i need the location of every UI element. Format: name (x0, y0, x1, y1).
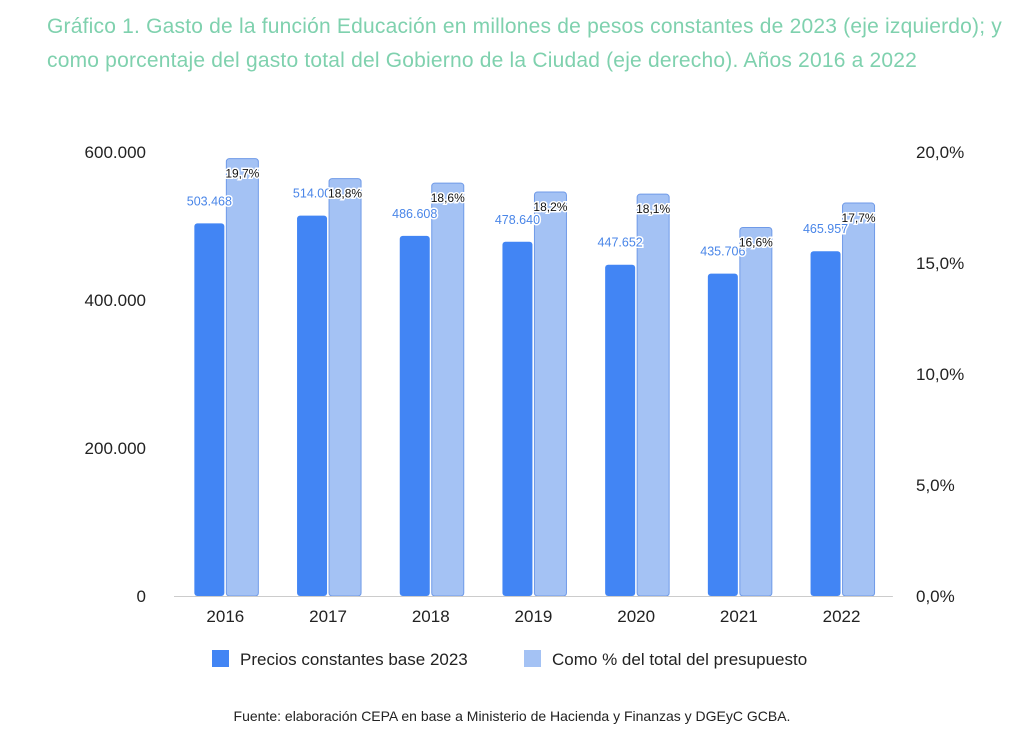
data-label-pct: 16,6% (739, 235, 773, 249)
bar-abs (810, 251, 841, 596)
data-label-pct: 17,7% (842, 211, 876, 225)
y-left-tick-label: 400.000 (85, 291, 146, 310)
y-right-tick-label: 20,0% (916, 143, 964, 162)
x-tick-label: 2022 (823, 607, 861, 626)
data-label-abs: 514.00 (293, 187, 331, 201)
y-left-tick-label: 600.000 (85, 143, 146, 162)
data-label-abs: 503.468 (187, 194, 232, 208)
legend-swatch-pct (524, 650, 541, 667)
x-tick-label: 2017 (309, 607, 347, 626)
data-label-pct: 18,8% (328, 187, 362, 201)
bar-abs (194, 223, 225, 596)
bar-abs (605, 264, 636, 596)
bar-abs (502, 241, 533, 596)
x-tick-label: 2020 (617, 607, 655, 626)
bar-abs (399, 235, 430, 596)
data-label-abs: 478.640 (495, 213, 540, 227)
bar-pct (225, 158, 259, 597)
data-label-abs: 486.608 (392, 207, 437, 221)
data-label-pct: 18,6% (431, 191, 465, 205)
bar-pct (533, 191, 567, 597)
source-note: Fuente: elaboración CEPA en base a Minis… (233, 708, 791, 724)
x-tick-label: 2021 (720, 607, 758, 626)
data-label-abs: 465.957 (803, 222, 848, 236)
bar-pct (842, 202, 876, 597)
y-left-tick-label: 0 (137, 587, 146, 606)
data-label-pct: 18,1% (636, 202, 670, 216)
y-right-tick-label: 15,0% (916, 254, 964, 273)
y-right-tick-label: 0,0% (916, 587, 955, 606)
x-tick-label: 2016 (206, 607, 244, 626)
bar-pct (739, 226, 773, 597)
x-tick-label: 2018 (412, 607, 450, 626)
combo-bar-chart: 0 200.000 400.000 600.000 0,0% 5,0% 10,0% 15,0%… (85, 143, 965, 669)
data-label-pct: 18,2% (533, 200, 567, 214)
x-tick-label: 2019 (515, 607, 553, 626)
bar-abs (707, 273, 738, 596)
y-right-tick-label: 5,0% (916, 476, 955, 495)
y-left-tick-label: 200.000 (85, 439, 146, 458)
legend-label-abs: Precios constantes base 2023 (240, 650, 468, 669)
y-right-tick-label: 10,0% (916, 365, 964, 384)
chart-title: Gráfico 1. Gasto de la función Educación… (47, 15, 1002, 72)
legend-swatch-abs (212, 650, 229, 667)
legend-label-pct: Como % del total del presupuesto (552, 650, 807, 669)
bar-pct (328, 178, 362, 597)
data-label-abs: 435.706 (700, 245, 745, 259)
bar-pct (636, 193, 670, 597)
data-label-pct: 19,7% (225, 167, 259, 181)
bar-pct (431, 182, 465, 597)
data-label-abs: 447.652 (598, 236, 643, 250)
bar-abs (297, 215, 328, 596)
